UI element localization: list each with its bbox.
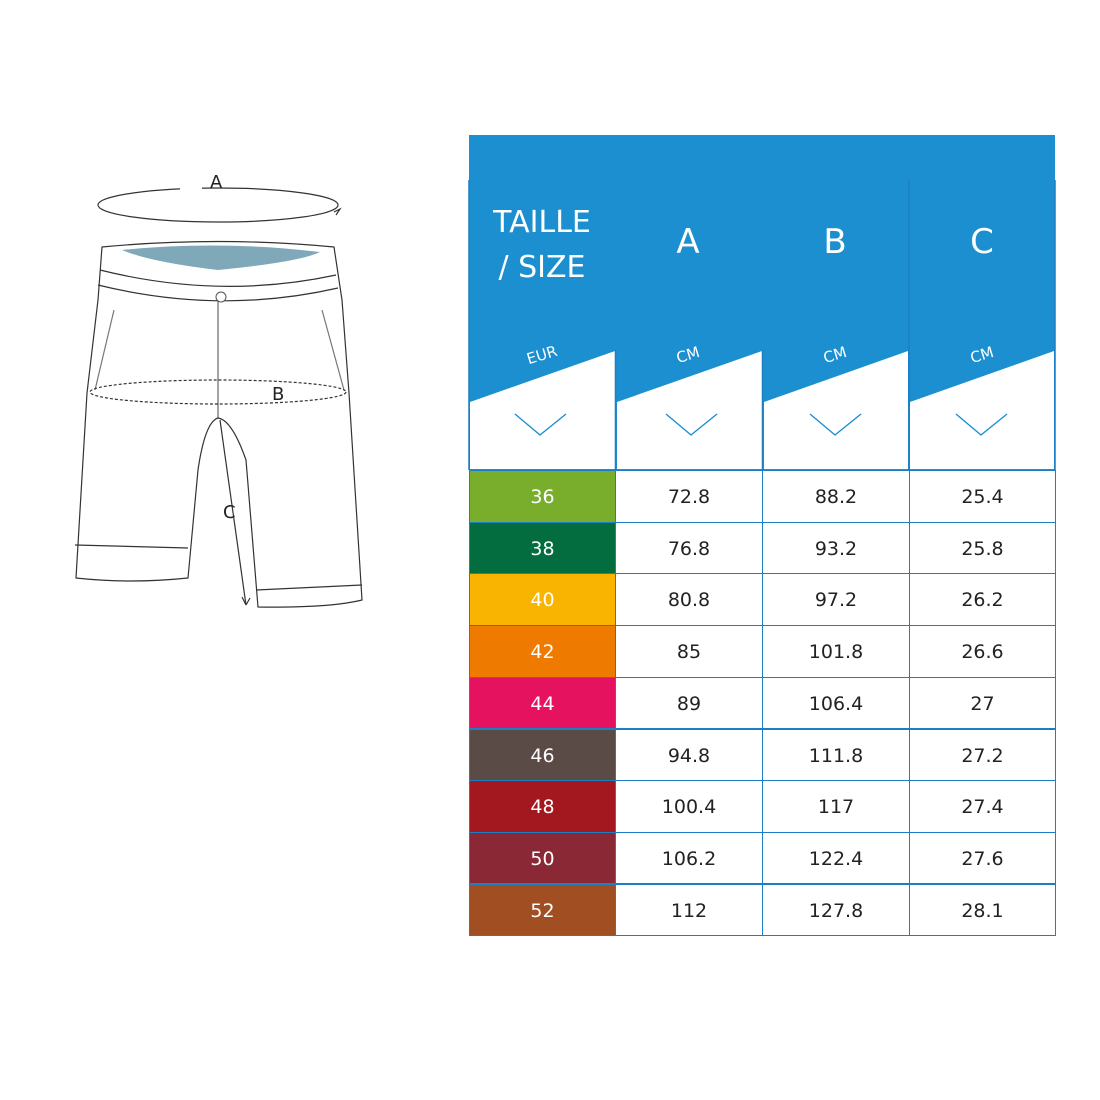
measure-b-cell: 111.8 [762,728,910,781]
measure-b-cell: 122.4 [762,831,910,885]
size-cell: 50 [469,831,616,885]
table-row: 42 85 101.8 26.6 [469,625,1056,678]
table-row: 36 72.8 88.2 25.4 [469,470,1056,523]
measure-a-cell: 85 [615,625,763,678]
table-row: 46 94.8 111.8 27.2 [469,728,1056,781]
size-cell: 48 [469,780,616,833]
chevron-down-icon [809,413,862,436]
size-title-line2: / SIZE [498,250,586,285]
size-cell: 42 [469,625,616,678]
measure-c-cell: 27 [909,676,1056,730]
column-b-title: B [823,222,847,262]
size-cell: 44 [469,676,616,730]
measure-b-cell: 93.2 [762,521,910,575]
size-cell: 52 [469,883,616,937]
measure-c-cell: 26.2 [909,573,1056,626]
size-cell: 36 [469,470,616,523]
table-row: 52 112 127.8 28.1 [469,883,1056,937]
label-a: A [210,172,223,193]
measure-c-cell: 27.2 [909,728,1056,781]
label-b: B [272,384,284,405]
table-row: 50 106.2 122.4 27.6 [469,831,1056,885]
measure-a-cell: 89 [615,676,763,730]
chevron-down-icon [955,413,1008,436]
table-row: 38 76.8 93.2 25.8 [469,521,1056,575]
shorts-diagram: A B C [74,172,363,608]
waist-measure-line [97,187,339,223]
measure-b-cell: 88.2 [762,470,910,523]
measure-b-cell: 117 [762,780,910,833]
table-row: 44 89 106.4 27 [469,676,1056,730]
measure-a-cell: 94.8 [615,728,763,781]
measure-a-cell: 80.8 [615,573,763,626]
column-c-title: C [970,222,994,262]
measure-a-cell: 72.8 [615,470,763,523]
size-cell: 38 [469,521,616,575]
size-column-title: TAILLE / SIZE [469,200,615,290]
measure-c-cell: 27.4 [909,780,1056,833]
measure-a-cell: 100.4 [615,780,763,833]
measure-c-cell: 26.6 [909,625,1056,678]
column-a-title: A [676,222,700,262]
measure-c-cell: 25.8 [909,521,1056,575]
table-row: 48 100.4 117 27.4 [469,780,1056,833]
measure-a-cell: 106.2 [615,831,763,885]
chevron-down-icon [665,413,718,436]
measure-b-cell: 101.8 [762,625,910,678]
size-cell: 40 [469,573,616,626]
measure-c-cell: 27.6 [909,831,1056,885]
table-row: 40 80.8 97.2 26.2 [469,573,1056,626]
inseam-arrow [219,419,247,606]
measure-b-cell: 97.2 [762,573,910,626]
measure-a-cell: 76.8 [615,521,763,575]
measure-b-cell: 127.8 [762,883,910,937]
size-cell: 46 [469,728,616,781]
size-title-line1: TAILLE [493,205,591,240]
measure-c-cell: 25.4 [909,470,1056,523]
measure-c-cell: 28.1 [909,883,1056,937]
measure-a-cell: 112 [615,883,763,937]
chevron-down-icon [514,413,567,436]
label-c: C [223,502,236,523]
measure-b-cell: 106.4 [762,676,910,730]
pants-outline [75,240,363,608]
